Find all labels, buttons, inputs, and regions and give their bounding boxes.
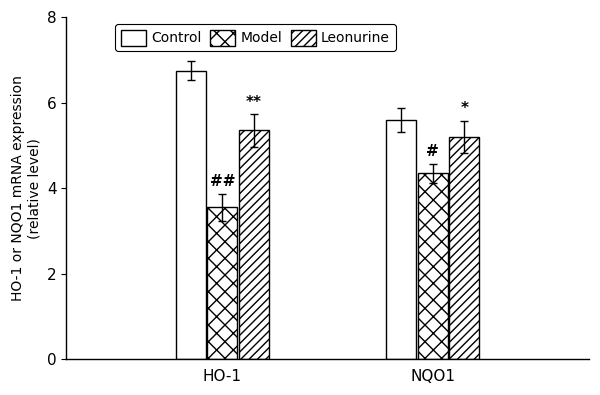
Text: **: ** — [246, 95, 262, 110]
Bar — [386, 120, 416, 359]
Text: #: # — [427, 145, 439, 160]
Bar — [176, 71, 206, 359]
Bar — [449, 137, 479, 359]
Bar — [239, 130, 269, 359]
Bar — [418, 173, 448, 359]
Y-axis label: HO-1 or NQO1 mRNA expression
(relative level): HO-1 or NQO1 mRNA expression (relative l… — [11, 75, 41, 301]
Bar — [208, 207, 238, 359]
Text: ##: ## — [209, 175, 235, 190]
Legend: Control, Model, Leonurine: Control, Model, Leonurine — [115, 24, 395, 51]
Text: *: * — [460, 101, 469, 116]
